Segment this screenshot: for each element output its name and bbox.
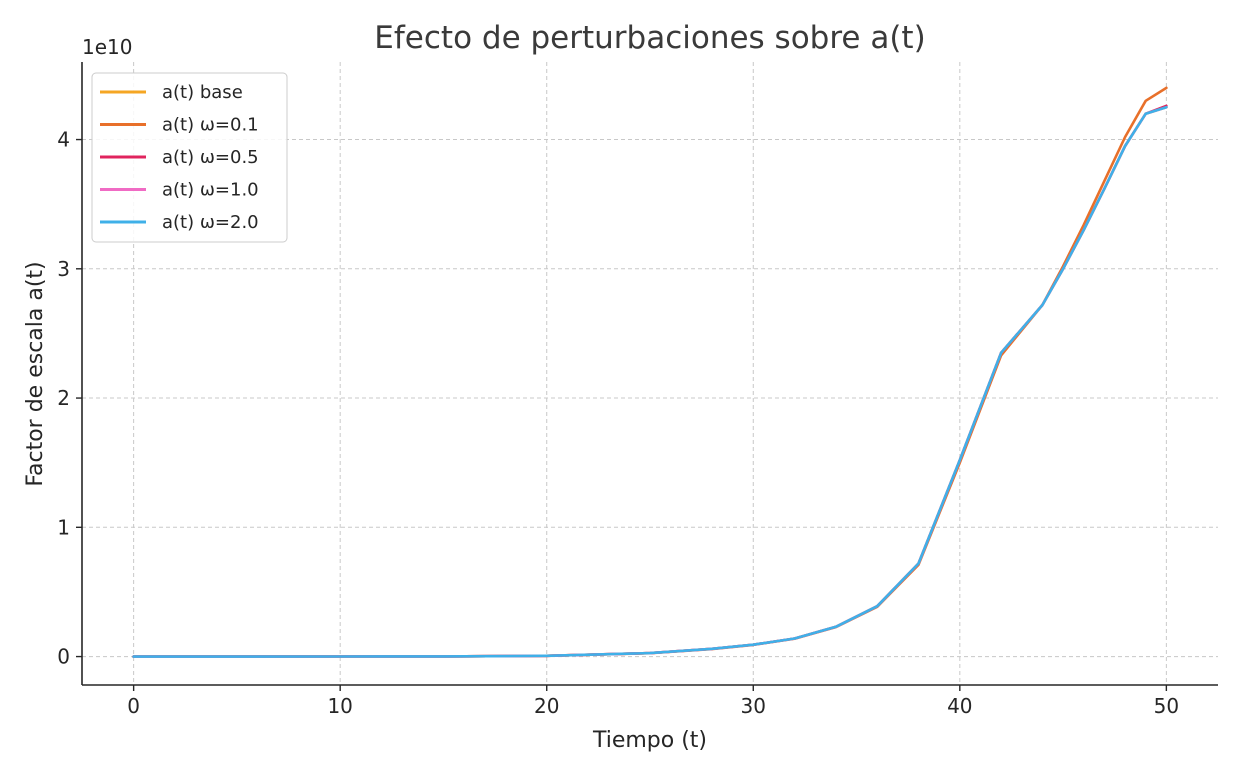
legend-label-3: a(t) ω=1.0: [162, 180, 259, 201]
axes: [81, 62, 1218, 686]
legend-label-0: a(t) base: [162, 82, 243, 103]
y-offset-label: 1e10: [82, 35, 132, 59]
legend: a(t) base a(t) ω=0.1 a(t) ω=0.5 a(t) ω=1.0 a…: [91, 72, 288, 243]
chart-title: Efecto de perturbaciones sobre a(t): [374, 20, 925, 56]
x-tick-label: 10: [327, 694, 352, 718]
y-tick-label: 4: [57, 128, 70, 152]
y-tick-label: 0: [57, 645, 70, 669]
legend-box: [91, 72, 288, 243]
series-line-3: [132, 105, 1168, 658]
y-tick-label: 3: [57, 257, 70, 281]
x-tick-label: 30: [741, 694, 766, 718]
legend-label-4: a(t) ω=2.0: [162, 212, 259, 233]
ticks: 0 10 20 30 40 50 0 1 2 3 4: [57, 128, 1179, 718]
series-lines: [132, 86, 1168, 658]
series-line-4: [132, 105, 1168, 658]
x-tick-label: 50: [1154, 694, 1179, 718]
series-line-2: [132, 104, 1168, 658]
y-tick-label: 1: [57, 515, 70, 539]
y-axis-label: Factor de escala a(t): [23, 261, 48, 486]
x-tick-label: 40: [947, 694, 972, 718]
y-tick-label: 2: [57, 386, 70, 410]
legend-label-2: a(t) ω=0.5: [162, 147, 259, 168]
series-line-0: [132, 105, 1168, 658]
x-tick-label: 0: [127, 694, 140, 718]
series-line-1: [132, 86, 1168, 658]
x-tick-label: 20: [534, 694, 559, 718]
legend-label-1: a(t) ω=0.1: [162, 115, 259, 136]
x-axis-label: Tiempo (t): [592, 728, 707, 753]
